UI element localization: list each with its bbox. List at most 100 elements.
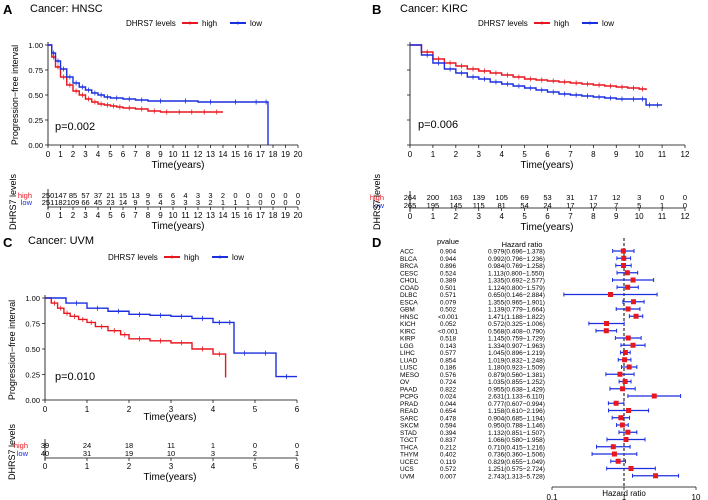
hr-point: [622, 350, 628, 355]
risk-count: 105: [495, 193, 508, 202]
risk-count: 69: [520, 193, 528, 202]
hr-point: [626, 408, 632, 413]
risk-x-tick-label: 5: [108, 211, 113, 220]
x-tick-label: 17: [256, 150, 265, 159]
y-tick-label: 0.25: [25, 371, 40, 380]
legend-swatch-plus: +: [188, 19, 193, 28]
hr-point: [630, 299, 636, 305]
risk-x-axis-label: Time(years): [521, 222, 574, 233]
risk-count: 57: [81, 191, 89, 200]
x-tick-label: 2: [71, 150, 76, 159]
risk-count: 9: [133, 198, 137, 207]
hr-point: [622, 357, 628, 363]
hr-point: [615, 458, 621, 464]
row-name: SARC: [400, 415, 418, 422]
x-tick-label: 6: [121, 150, 126, 159]
row-name: THYM: [400, 452, 418, 459]
risk-count: 3: [183, 198, 187, 207]
row-pvalue: 0.212: [440, 444, 457, 451]
hr-point: [624, 270, 630, 276]
hr-point: [628, 466, 634, 471]
x-tick-label: 4: [499, 150, 504, 159]
x-tick-label: 3: [169, 405, 174, 414]
hr-point: [630, 342, 636, 348]
x-tick-label: 15: [231, 150, 240, 159]
risk-count: 163: [450, 193, 463, 202]
row-name: READ: [400, 408, 418, 415]
row-hr: 0.879(0.560−1.381): [488, 372, 545, 379]
row-name: HNSC: [400, 314, 419, 321]
row-pvalue: 0.654: [440, 408, 457, 415]
row-pvalue: 0.594: [440, 423, 457, 430]
row-pvalue: 0.007: [440, 473, 457, 480]
risk-count: 3: [196, 198, 200, 207]
x-tick-label: 19: [281, 150, 290, 159]
legend-swatch-plus: +: [540, 19, 545, 28]
x-tick-label: 3: [477, 150, 482, 159]
risk-count: 145: [450, 201, 463, 210]
risk-x-tick-label: 4: [499, 212, 504, 221]
p-value: p=0.006: [418, 119, 458, 131]
forest-x-axis-label: Hazard ratio: [602, 489, 646, 498]
row-name: LGG: [400, 343, 414, 350]
row-pvalue: 0.524: [440, 270, 457, 277]
row-hr: 2.631(1.133−6.110): [488, 394, 544, 401]
risk-count: 3: [196, 191, 200, 200]
x-tick-label: 11: [658, 150, 667, 159]
hr-point: [619, 422, 625, 428]
risk-row-label-low: low: [21, 198, 33, 207]
row-name: PCPG: [400, 394, 418, 401]
hr-point: [625, 284, 631, 290]
risk-count: 6: [158, 191, 162, 200]
row-hr: 0.904(0.685−1.194): [488, 415, 545, 422]
row-hr: 0.984(0.769−1.258): [488, 263, 545, 270]
risk-count: 1: [233, 198, 237, 207]
row-hr: 0.736(0.360−1.506): [488, 452, 545, 459]
risk-x-tick-label: 10: [635, 212, 644, 221]
risk-count: 200: [427, 193, 440, 202]
risk-count: 53: [543, 193, 551, 202]
km-curve-low: [48, 44, 269, 145]
km-curve-low: [45, 297, 297, 378]
x-tick-label: 8: [591, 150, 596, 159]
row-pvalue: 0.119: [440, 459, 456, 466]
row-name: ESCA: [400, 299, 418, 306]
panel-title: Cancer: KIRC: [400, 3, 468, 15]
risk-count: 11: [167, 441, 175, 450]
row-hr: 1.113(0.800−1.550): [488, 270, 544, 277]
risk-x-tick-label: 11: [181, 211, 190, 220]
km-curve-high: [410, 44, 647, 90]
risk-count: 3: [171, 198, 175, 207]
row-name: TGCT: [400, 437, 418, 444]
row-name: BLCA: [400, 256, 418, 263]
row-hr: 1.180(0.923−1.509): [488, 365, 545, 372]
risk-x-tick-label: 15: [231, 211, 240, 220]
risk-x-tick-label: 2: [454, 212, 459, 221]
hr-point: [651, 393, 657, 399]
row-pvalue: 0.502: [440, 307, 457, 314]
x-tick-label: 6: [545, 150, 550, 159]
y-tick-label: 0.25: [28, 116, 43, 125]
row-pvalue: 0.394: [440, 430, 457, 437]
row-pvalue: 0.402: [440, 452, 457, 459]
row-pvalue: 0.576: [440, 372, 457, 379]
risk-count: 9: [146, 191, 150, 200]
risk-y-axis-label: DHRS7 levels: [8, 173, 18, 230]
x-tick-label: 5: [253, 405, 258, 414]
hr-point: [625, 335, 631, 341]
forest-x-tick-label: 0.1: [546, 493, 558, 500]
x-tick-label: 1: [85, 405, 90, 414]
risk-count: 4: [183, 191, 187, 200]
row-name: LUAD: [400, 357, 418, 364]
risk-count: 3: [211, 449, 215, 458]
risk-count: 37: [94, 191, 102, 200]
row-hr: 1.335(0.692−2.577): [488, 278, 545, 285]
hr-point: [625, 306, 631, 312]
risk-row-label-high: high: [370, 193, 384, 202]
risk-count: 0: [233, 191, 237, 200]
risk-count: 6: [171, 191, 175, 200]
risk-count: 0: [295, 441, 299, 450]
legend-swatch-plus: +: [588, 19, 593, 28]
hr-point: [610, 444, 616, 450]
row-pvalue: <0.001: [438, 328, 458, 335]
